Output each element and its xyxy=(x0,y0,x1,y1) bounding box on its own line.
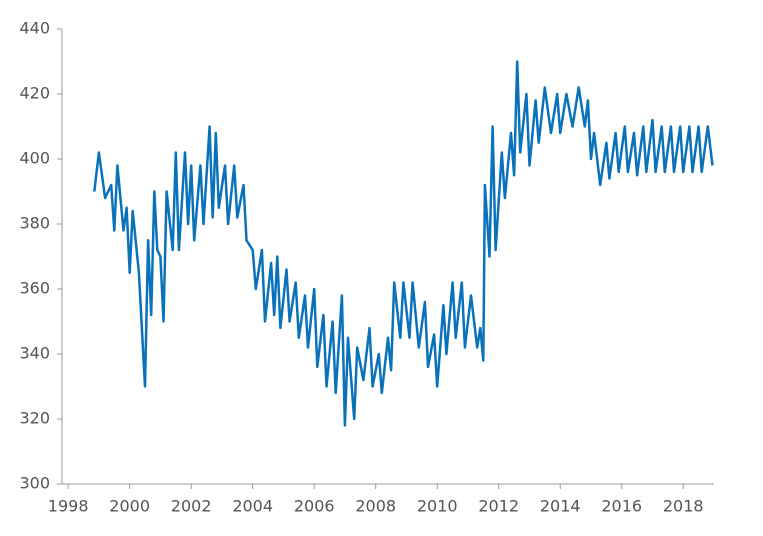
y-tick-label: 440 xyxy=(19,19,50,38)
y-tick-label: 320 xyxy=(19,409,50,428)
x-tick-label: 2006 xyxy=(294,497,335,516)
y-tick-label: 340 xyxy=(19,344,50,363)
y-tick-label: 420 xyxy=(19,84,50,103)
x-tick-label: 2012 xyxy=(478,497,519,516)
y-tick-label: 380 xyxy=(19,214,50,233)
x-tick-label: 2008 xyxy=(355,497,396,516)
x-tick-label: 2002 xyxy=(171,497,212,516)
x-tick-label: 2000 xyxy=(109,497,150,516)
y-tick-label: 400 xyxy=(19,149,50,168)
x-tick-label: 2018 xyxy=(663,497,704,516)
x-tick-label: 2016 xyxy=(601,497,642,516)
y-tick-label: 300 xyxy=(19,474,50,493)
x-tick-label: 2014 xyxy=(540,497,581,516)
x-tick-label: 2004 xyxy=(232,497,273,516)
series-line xyxy=(93,60,714,427)
x-tick-label: 1998 xyxy=(48,497,89,516)
y-tick-label: 360 xyxy=(19,279,50,298)
x-tick-label: 2010 xyxy=(417,497,458,516)
